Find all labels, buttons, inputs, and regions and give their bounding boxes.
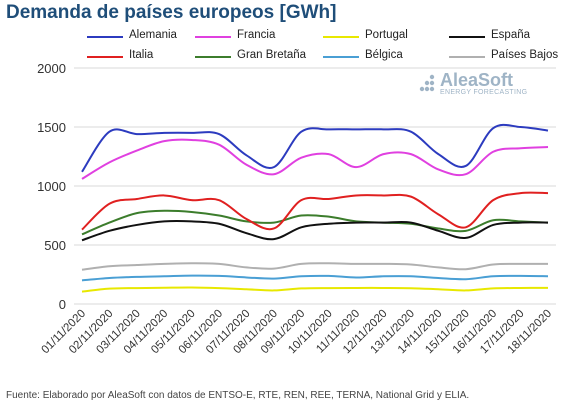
legend-swatch	[87, 36, 123, 38]
y-tick-label: 500	[44, 238, 66, 253]
legend-label: Gran Bretaña	[237, 49, 307, 61]
legend-label: Países Bajos	[491, 49, 559, 61]
y-tick-label: 1000	[37, 179, 66, 194]
legend-swatch	[323, 36, 359, 38]
logo-name: AleaSoft	[440, 70, 514, 90]
series-line-alemania	[81, 123, 549, 173]
legend-label: Alemania	[129, 29, 177, 41]
y-tick-label: 2000	[37, 61, 66, 76]
y-tick-label: 1500	[37, 120, 66, 135]
series-line-francia	[81, 138, 549, 180]
series-line-españa	[81, 220, 549, 242]
source-note: Fuente: Elaborado por AleaSoft con datos…	[6, 390, 470, 401]
legend-swatch	[195, 36, 231, 38]
legend-label: España	[491, 29, 531, 41]
legend-label: Portugal	[365, 29, 408, 41]
legend-label: Bélgica	[365, 49, 403, 61]
y-tick-label: 0	[59, 297, 66, 312]
logo-tagline: ENERGY FORECASTING	[440, 89, 528, 96]
chart-title: Demanda de países europeos [GWh]	[6, 2, 337, 23]
series-line-bélgica	[81, 274, 549, 282]
legend: Alemania Francia Portugal España Italia …	[0, 29, 574, 69]
series-line-países-bajos	[81, 262, 549, 271]
legend-swatch	[323, 56, 359, 58]
legend-swatch	[449, 56, 485, 58]
series-line-italia	[81, 191, 549, 231]
legend-swatch	[449, 36, 485, 38]
logo-dots-icon	[419, 74, 435, 92]
series-line-gran-bretaña	[81, 209, 549, 236]
legend-label: Francia	[237, 29, 276, 41]
legend-label: Italia	[129, 49, 154, 61]
aleasoft-logo: AleaSoft ENERGY FORECASTING	[418, 70, 548, 100]
legend-swatch	[195, 56, 231, 58]
series-line-portugal	[81, 286, 549, 293]
legend-swatch	[87, 56, 123, 58]
